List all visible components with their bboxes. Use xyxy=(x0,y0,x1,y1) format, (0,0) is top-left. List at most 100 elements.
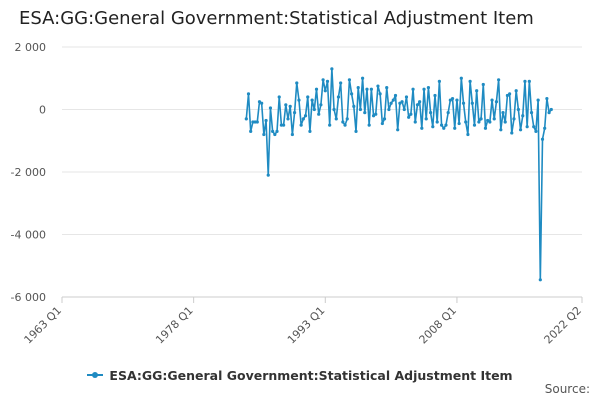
data-point[interactable] xyxy=(385,86,389,90)
data-point[interactable] xyxy=(343,123,347,127)
data-point[interactable] xyxy=(290,132,294,137)
data-point[interactable] xyxy=(365,87,369,91)
data-point[interactable] xyxy=(499,128,503,132)
data-point[interactable] xyxy=(534,129,538,133)
data-point[interactable] xyxy=(415,103,420,107)
data-point[interactable] xyxy=(429,111,433,115)
data-point[interactable] xyxy=(244,117,248,121)
data-point[interactable] xyxy=(538,278,542,282)
data-point[interactable] xyxy=(297,98,301,102)
data-point[interactable] xyxy=(514,89,518,93)
data-point[interactable] xyxy=(422,87,426,91)
data-point[interactable] xyxy=(543,126,547,130)
data-point[interactable] xyxy=(472,123,477,127)
data-point[interactable] xyxy=(341,120,345,124)
data-point[interactable] xyxy=(518,128,523,132)
data-point[interactable] xyxy=(255,120,259,124)
data-point[interactable] xyxy=(306,95,310,99)
data-point[interactable] xyxy=(481,82,485,87)
data-point[interactable] xyxy=(310,98,314,102)
data-point[interactable] xyxy=(396,128,400,132)
data-point[interactable] xyxy=(288,104,292,108)
data-point[interactable] xyxy=(536,98,540,102)
data-point[interactable] xyxy=(382,117,387,121)
data-point[interactable] xyxy=(347,78,352,82)
data-point[interactable] xyxy=(339,81,343,85)
data-point[interactable] xyxy=(402,107,406,112)
data-point[interactable] xyxy=(510,131,514,135)
data-point[interactable] xyxy=(332,107,336,112)
data-point[interactable] xyxy=(325,79,330,83)
data-point[interactable] xyxy=(328,123,332,127)
data-point[interactable] xyxy=(358,107,362,112)
data-point[interactable] xyxy=(404,95,409,99)
data-point[interactable] xyxy=(413,120,417,124)
data-point[interactable] xyxy=(411,87,415,91)
data-point[interactable] xyxy=(501,111,505,115)
data-point[interactable] xyxy=(431,125,435,129)
data-point[interactable] xyxy=(292,111,297,115)
data-point[interactable] xyxy=(488,120,492,124)
data-point[interactable] xyxy=(409,112,413,116)
data-point[interactable] xyxy=(457,121,461,126)
data-point[interactable] xyxy=(273,132,277,137)
data-point[interactable] xyxy=(479,117,483,121)
data-point[interactable] xyxy=(549,107,553,112)
data-point[interactable] xyxy=(282,123,286,127)
data-point[interactable] xyxy=(360,76,365,80)
data-point[interactable] xyxy=(459,76,463,80)
data-point[interactable] xyxy=(523,79,527,83)
data-point[interactable] xyxy=(512,117,516,121)
data-point[interactable] xyxy=(350,92,354,96)
data-point[interactable] xyxy=(275,129,279,133)
data-point[interactable] xyxy=(446,111,450,115)
data-point[interactable] xyxy=(507,92,512,96)
data-point[interactable] xyxy=(279,123,284,127)
data-point[interactable] xyxy=(374,112,378,116)
data-point[interactable] xyxy=(464,120,468,124)
data-point[interactable] xyxy=(525,125,529,129)
data-point[interactable] xyxy=(260,101,264,105)
data-point[interactable] xyxy=(312,107,316,112)
data-point[interactable] xyxy=(418,100,422,104)
data-point[interactable] xyxy=(470,101,474,105)
data-point[interactable] xyxy=(426,86,431,90)
data-point[interactable] xyxy=(444,123,448,127)
data-point[interactable] xyxy=(503,120,507,124)
data-point[interactable] xyxy=(389,101,393,105)
data-point[interactable] xyxy=(475,89,479,93)
data-point[interactable] xyxy=(442,126,446,130)
data-point[interactable] xyxy=(299,123,303,127)
data-point[interactable] xyxy=(433,93,437,98)
data-point[interactable] xyxy=(336,95,341,99)
data-point[interactable] xyxy=(547,111,551,115)
data-point[interactable] xyxy=(461,101,466,105)
data-point[interactable] xyxy=(345,117,349,121)
data-point[interactable] xyxy=(468,79,472,83)
data-point[interactable] xyxy=(527,79,531,83)
data-point[interactable] xyxy=(378,92,382,96)
data-point[interactable] xyxy=(264,118,268,123)
data-point[interactable] xyxy=(323,89,327,93)
data-point[interactable] xyxy=(271,129,275,133)
data-point[interactable] xyxy=(308,129,312,133)
data-point[interactable] xyxy=(492,117,496,121)
data-point[interactable] xyxy=(284,103,288,107)
data-point[interactable] xyxy=(268,106,273,110)
data-point[interactable] xyxy=(317,112,321,116)
data-point[interactable] xyxy=(251,120,255,124)
data-point[interactable] xyxy=(497,78,501,82)
data-point[interactable] xyxy=(246,92,251,96)
data-point[interactable] xyxy=(435,120,439,124)
data-point[interactable] xyxy=(477,120,481,124)
data-point[interactable] xyxy=(369,87,373,91)
data-point[interactable] xyxy=(363,111,367,115)
data-point[interactable] xyxy=(253,120,257,124)
data-point[interactable] xyxy=(354,129,358,133)
data-point[interactable] xyxy=(266,173,270,177)
data-point[interactable] xyxy=(400,100,404,104)
data-point[interactable] xyxy=(303,114,308,118)
data-point[interactable] xyxy=(529,111,534,115)
data-point[interactable] xyxy=(466,132,470,137)
data-point[interactable] xyxy=(387,107,391,112)
